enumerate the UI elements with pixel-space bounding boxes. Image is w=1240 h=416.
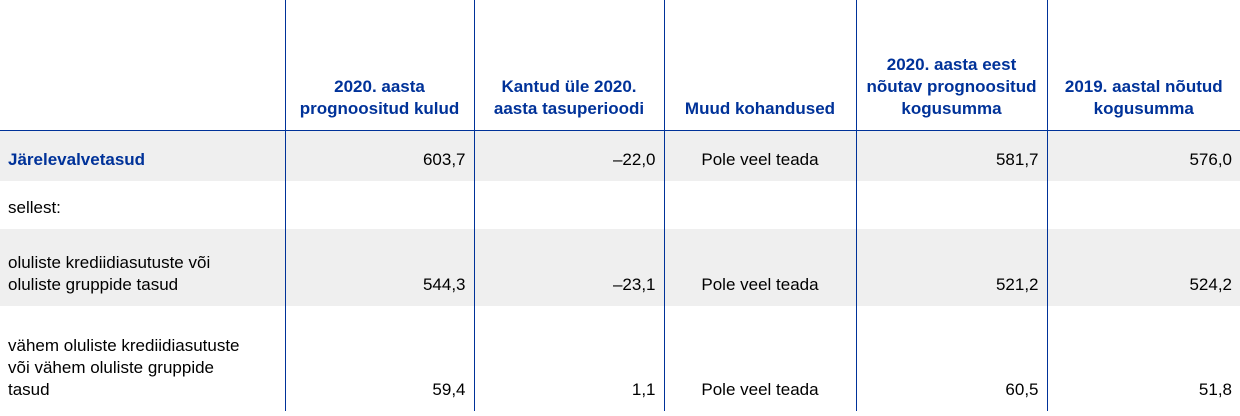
- cell: 524,2: [1046, 228, 1240, 306]
- row-label: sellest:: [8, 197, 61, 217]
- column-header: [0, 0, 285, 131]
- column-header: Muud kohandused: [663, 0, 856, 131]
- row-label: Järelevalvetasud: [0, 130, 285, 181]
- column-header: 2019. aastal nõutud kogusumma: [1046, 0, 1240, 131]
- row-label: oluliste krediidiasutuste või oluliste g…: [0, 228, 285, 306]
- column-header: Kantud üle 2020. aasta tasuperioodi: [473, 0, 664, 131]
- cell: 581,7: [855, 130, 1047, 181]
- cell: 51,8: [1046, 305, 1240, 411]
- cell: Pole veel teada: [663, 228, 856, 306]
- cell: 1,1: [473, 305, 664, 411]
- cell: [855, 180, 1047, 229]
- cell: –22,0: [473, 130, 664, 181]
- cell: 521,2: [855, 228, 1047, 306]
- cell: 576,0: [1046, 130, 1240, 181]
- cell: 59,4: [284, 305, 474, 411]
- table-row: sellest:: [0, 180, 1240, 229]
- table-row: oluliste krediidiasutuste või oluliste g…: [0, 228, 1240, 306]
- cell: –23,1: [473, 228, 664, 306]
- table-row: vähem oluliste krediidiasutuste või vähe…: [0, 305, 1240, 411]
- cell: Pole veel teada: [663, 305, 856, 411]
- cell: [473, 180, 664, 229]
- cell: 544,3: [284, 228, 474, 306]
- row-label: vähem oluliste krediidiasutuste või vähe…: [8, 335, 240, 399]
- cell: 603,7: [284, 130, 474, 181]
- table-row: Järelevalvetasud 603,7 –22,0 Pole veel tead…: [0, 130, 1240, 181]
- cell: 60,5: [855, 305, 1047, 411]
- cell: [663, 180, 856, 229]
- cell: [1046, 180, 1240, 229]
- header-row: 2020. aasta prognoositud kulud Kantud üle…: [0, 0, 1240, 131]
- cell: [284, 180, 474, 229]
- table-body: Järelevalvetasud 603,7 –22,0 Pole veel tead…: [0, 130, 1240, 411]
- column-header: 2020. aasta eest nõutav prognoositud kog…: [855, 0, 1047, 131]
- cell: Pole veel teada: [663, 130, 856, 181]
- column-header: 2020. aasta prognoositud kulud: [284, 0, 474, 131]
